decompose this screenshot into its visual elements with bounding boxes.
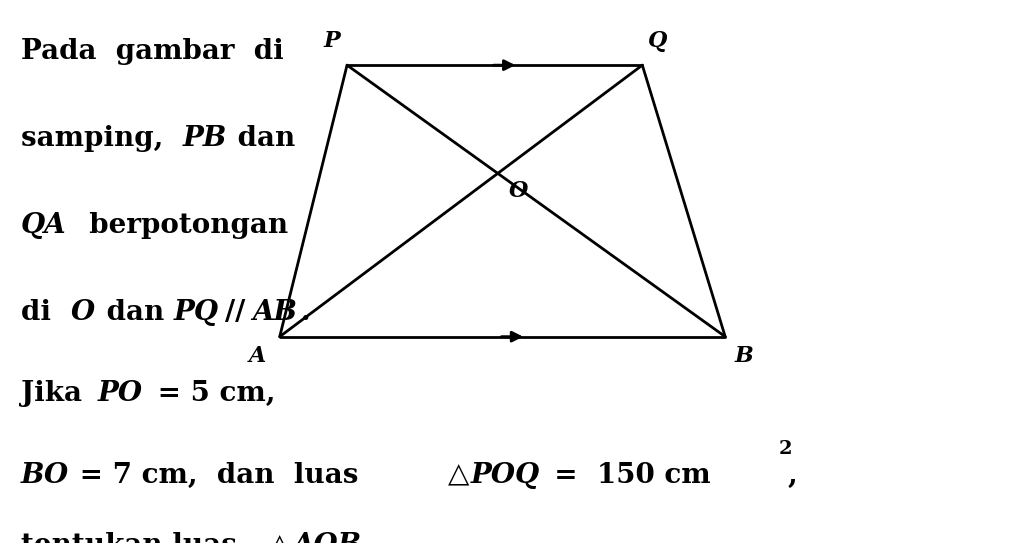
Text: //: // bbox=[225, 299, 246, 326]
Text: △: △ bbox=[448, 462, 469, 489]
Text: O: O bbox=[509, 180, 528, 202]
Text: PB: PB bbox=[182, 125, 227, 152]
Text: di: di bbox=[21, 299, 60, 326]
Text: △: △ bbox=[269, 532, 291, 543]
Text: B: B bbox=[735, 345, 753, 367]
Text: Jika: Jika bbox=[21, 380, 91, 407]
Text: ,: , bbox=[787, 462, 797, 489]
Text: O: O bbox=[70, 299, 94, 326]
Text: .: . bbox=[356, 532, 366, 543]
Text: AOB: AOB bbox=[292, 532, 362, 543]
Text: POQ: POQ bbox=[470, 462, 540, 489]
Text: PQ: PQ bbox=[174, 299, 219, 326]
Text: P: P bbox=[323, 29, 340, 52]
Text: tentukan luas: tentukan luas bbox=[21, 532, 247, 543]
Text: PO: PO bbox=[97, 380, 142, 407]
Text: berpotongan: berpotongan bbox=[70, 212, 289, 239]
Text: dan: dan bbox=[97, 299, 174, 326]
Text: BO: BO bbox=[21, 462, 68, 489]
Text: Pada  gambar  di: Pada gambar di bbox=[21, 38, 284, 65]
Text: AB: AB bbox=[252, 299, 296, 326]
Text: .: . bbox=[300, 299, 310, 326]
Text: dan: dan bbox=[228, 125, 295, 152]
Text: 2: 2 bbox=[779, 440, 793, 458]
Text: QA: QA bbox=[21, 212, 66, 239]
Text: = 7 cm,  dan  luas: = 7 cm, dan luas bbox=[70, 462, 378, 489]
Text: A: A bbox=[249, 345, 265, 367]
Text: = 5 cm,: = 5 cm, bbox=[148, 380, 276, 407]
Text: Q: Q bbox=[649, 29, 667, 52]
Text: =  150 cm: = 150 cm bbox=[535, 462, 711, 489]
Text: samping,: samping, bbox=[21, 125, 173, 152]
